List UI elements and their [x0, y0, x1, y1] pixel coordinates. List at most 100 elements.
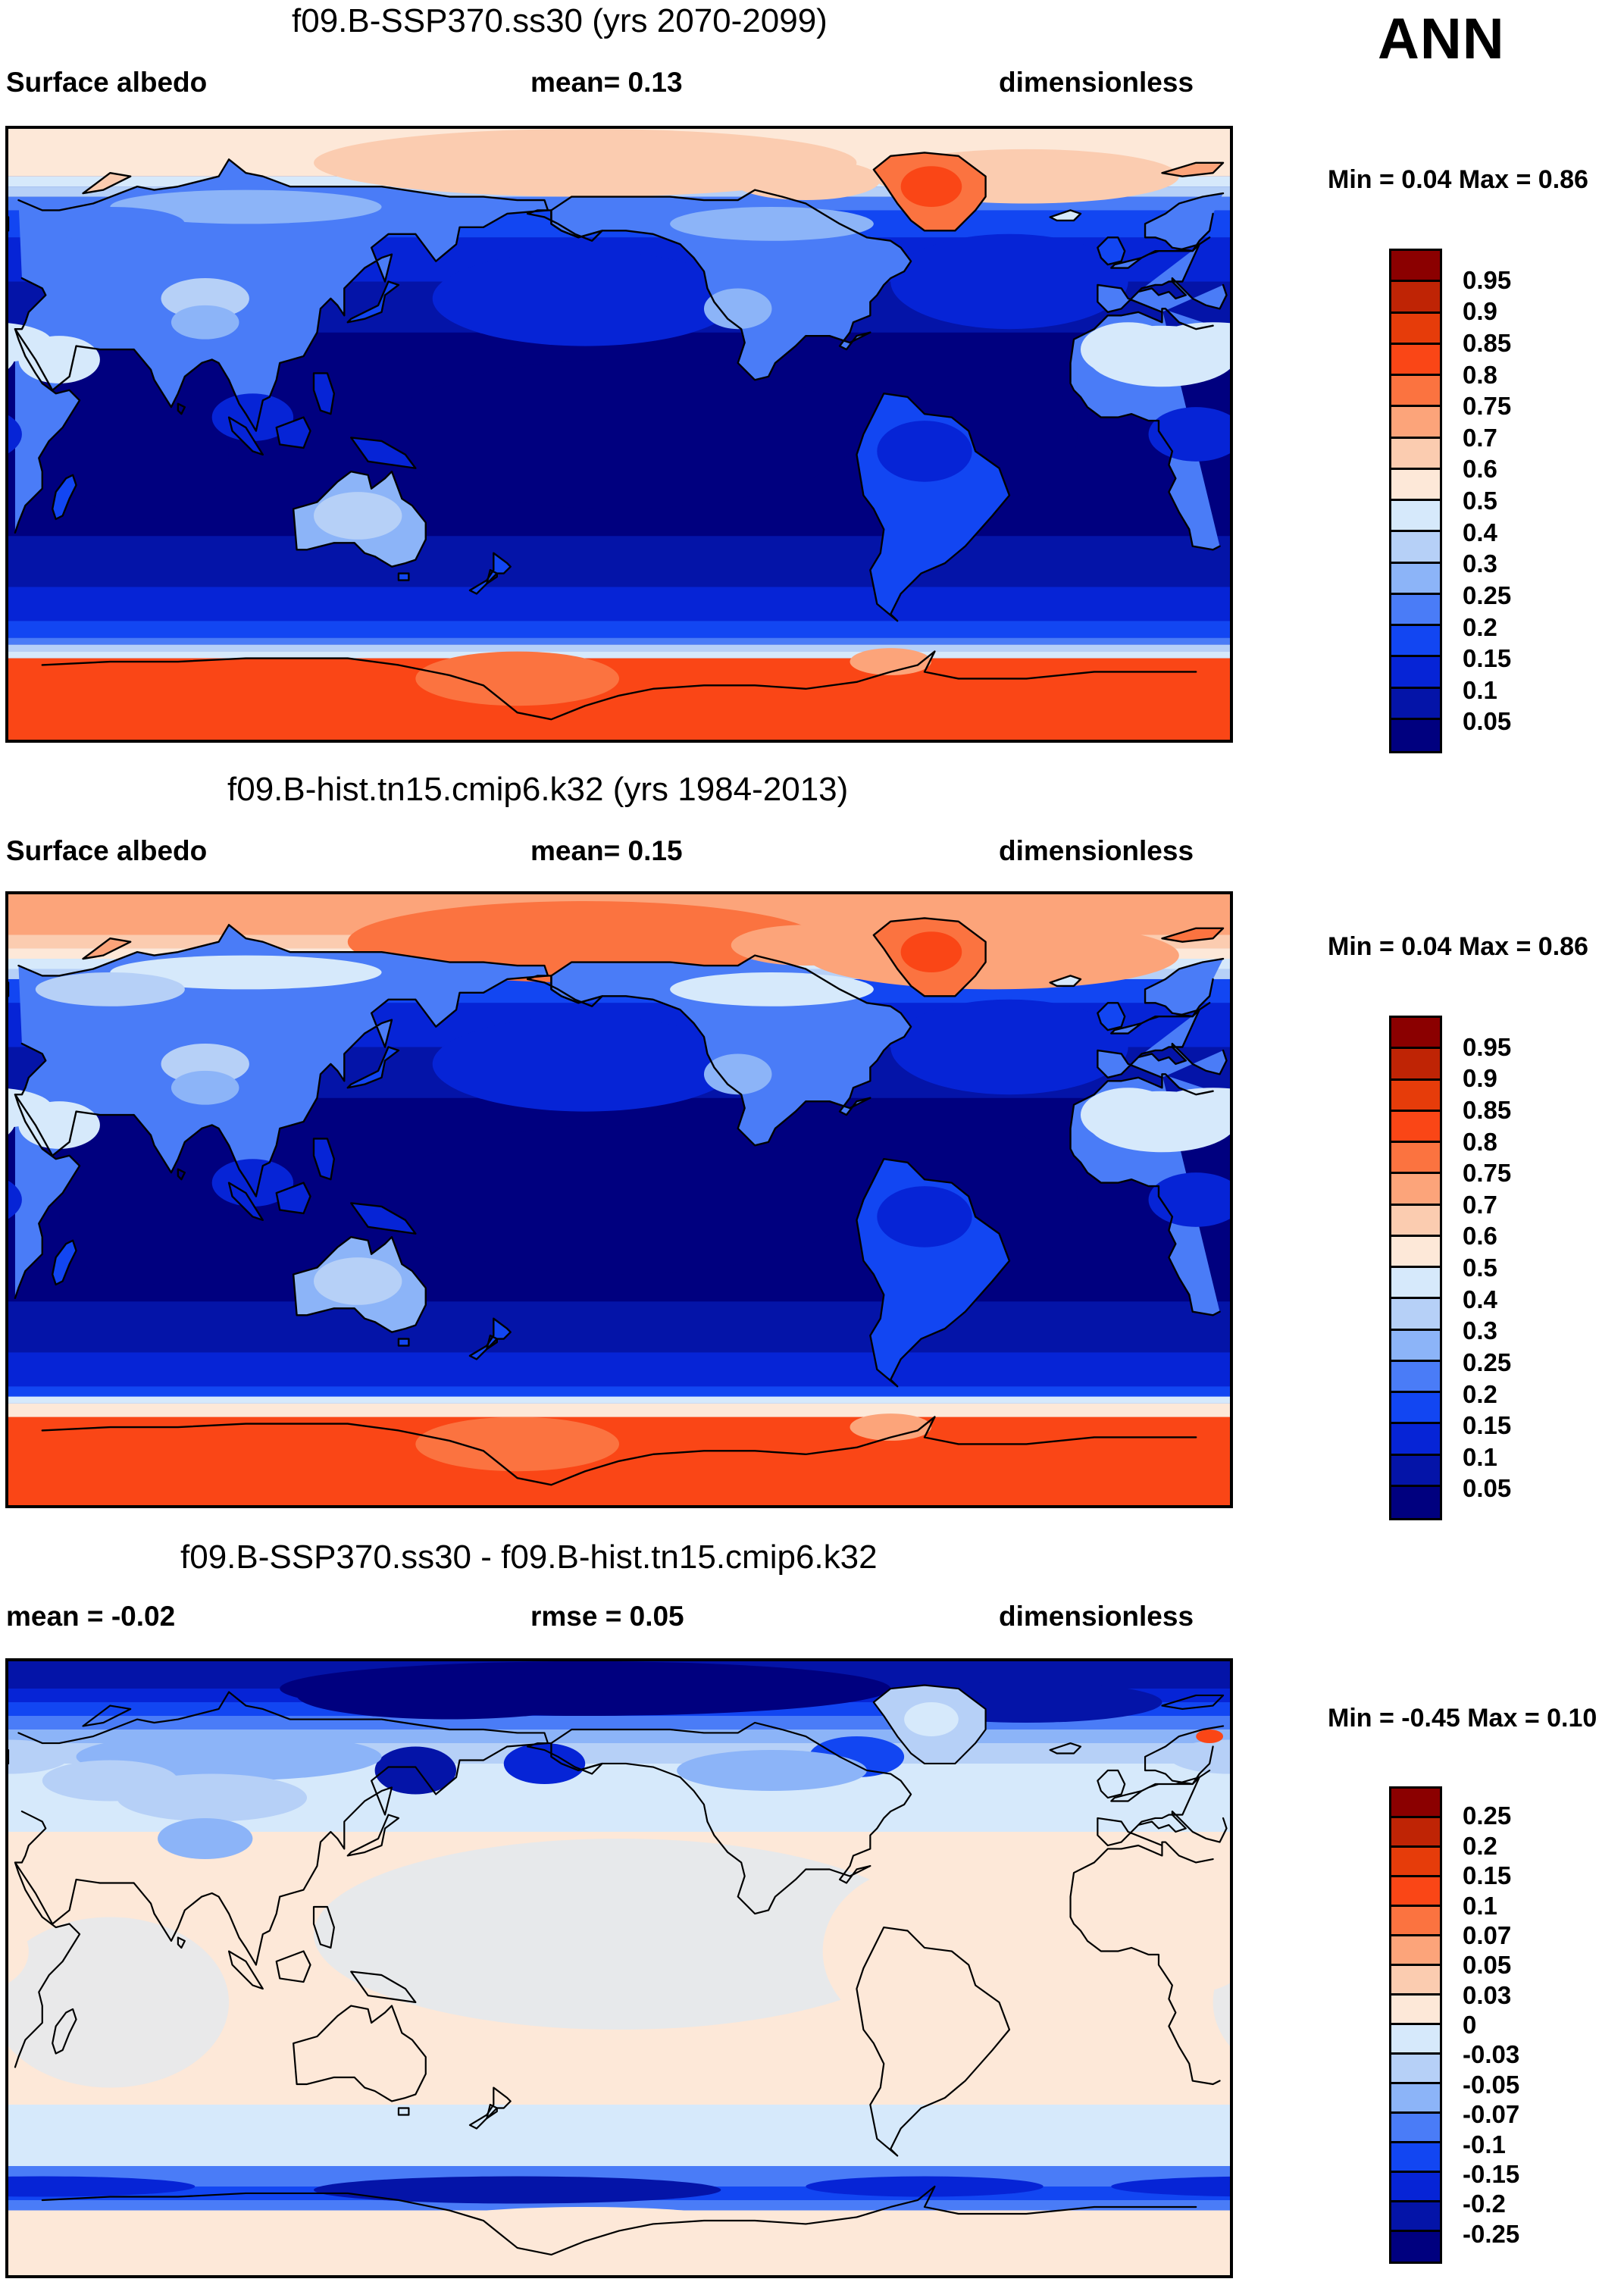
colorbar-tick-label: 0.1 [1463, 675, 1497, 704]
colorbar-tick-label: 0.95 [1463, 1032, 1512, 1061]
panel-1-right-label: dimensionless [999, 67, 1194, 98]
colorbar-tick-label: 0.2 [1463, 1379, 1497, 1408]
colorbar-cell [1391, 719, 1440, 751]
panel-1-title: f09.B-SSP370.ss30 (yrs 2070-2099) [292, 2, 828, 39]
panel-2-left-label: Surface albedo [6, 835, 208, 866]
colorbar-tick-label: 0.1 [1463, 1442, 1497, 1471]
panel-1-minmax: Min = 0.04 Max = 0.86 [1328, 165, 1588, 194]
map-panel-3[interactable] [5, 1658, 1233, 2278]
panel-1-center-label: mean= 0.13 [530, 67, 683, 98]
colorbar-cell [1391, 2084, 1440, 2114]
colorbar-cell [1391, 1080, 1440, 1112]
panel-2-right-label: dimensionless [999, 835, 1194, 866]
panel-1-left-label: Surface albedo [6, 67, 208, 98]
colorbar-cell [1391, 1877, 1440, 1907]
colorbar-cell [1391, 376, 1440, 408]
colorbar-cell [1391, 2202, 1440, 2232]
colorbar-cell [1391, 469, 1440, 501]
colorbar-cell [1391, 2143, 1440, 2173]
colorbar-tick-label: 0.8 [1463, 1127, 1497, 1156]
colorbar-tick-label: 0.6 [1463, 1222, 1497, 1251]
colorbar-cell [1391, 1996, 1440, 2025]
colorbar-tick-label: 0.7 [1463, 423, 1497, 452]
colorbar-cell [1391, 1236, 1440, 1268]
colorbar-tick-label: 0.07 [1463, 1920, 1512, 1949]
colorbar-tick-label: 0.15 [1463, 1861, 1512, 1890]
panel-3-center-label: rmse = 0.05 [530, 1601, 684, 1632]
colorbar-cell [1391, 1393, 1440, 1425]
colorbar-tick-label: -0.03 [1463, 2040, 1520, 2069]
colorbar-cell [1391, 1486, 1440, 1518]
panel-2-minmax: Min = 0.04 Max = 0.86 [1328, 932, 1588, 961]
colorbar-tick-label: 0.6 [1463, 455, 1497, 484]
colorbar-cell [1391, 1455, 1440, 1487]
panel-3-minmax: Min = -0.45 Max = 0.10 [1328, 1704, 1597, 1733]
colorbar-tick-label: 0.9 [1463, 297, 1497, 326]
colorbar-cell [1391, 1936, 1440, 1966]
colorbar-cell [1391, 1299, 1440, 1331]
colorbar-labels-panel-2: 0.95 0.9 0.85 0.8 0.75 0.7 0.6 0.5 0.4 0.3 0.25 0.2… [1463, 1016, 1614, 1520]
colorbar-panel-1 [1389, 249, 1442, 753]
colorbar-tick-label: 0.2 [1463, 1831, 1497, 1860]
colorbar-cell [1391, 1018, 1440, 1050]
colorbar-cell [1391, 688, 1440, 720]
colorbar-labels-panel-1: 0.95 0.9 0.85 0.8 0.75 0.7 0.6 0.5 0.4 0.3 0.25 0.2… [1463, 249, 1614, 753]
map-panel-2[interactable] [5, 891, 1233, 1508]
colorbar-panel-2 [1389, 1016, 1442, 1520]
colorbar-tick-label: 0.05 [1463, 707, 1512, 736]
colorbar-panel-3 [1389, 1786, 1442, 2264]
colorbar-cell [1391, 1424, 1440, 1456]
colorbar-tick-label: 0.25 [1463, 1801, 1512, 1830]
colorbar-cell [1391, 2114, 1440, 2143]
colorbar-tick-label: 0.9 [1463, 1064, 1497, 1093]
colorbar-labels-panel-3: 0.25 0.2 0.15 0.1 0.07 0.05 0.03 0 -0.03 -0.05 -0.… [1463, 1786, 1614, 2264]
colorbar-cell [1391, 1789, 1440, 1818]
colorbar-tick-label: 0.85 [1463, 328, 1512, 357]
colorbar-cell [1391, 1174, 1440, 1206]
colorbar-tick-label: 0.85 [1463, 1095, 1512, 1124]
colorbar-tick-label: 0.2 [1463, 612, 1497, 641]
colorbar-cell [1391, 594, 1440, 626]
season-label: ANN [1378, 7, 1505, 71]
colorbar-cell [1391, 344, 1440, 376]
colorbar-tick-label: 0.4 [1463, 1285, 1497, 1313]
colorbar-cell [1391, 313, 1440, 345]
colorbar-tick-label: 0.15 [1463, 644, 1512, 673]
colorbar-tick-label: -0.2 [1463, 2190, 1506, 2218]
colorbar-cell [1391, 2025, 1440, 2055]
colorbar-cell [1391, 563, 1440, 595]
colorbar-tick-label: 0.7 [1463, 1190, 1497, 1219]
colorbar-cell [1391, 626, 1440, 658]
panel-3-left-label: mean = -0.02 [6, 1601, 176, 1632]
colorbar-cell [1391, 1818, 1440, 1848]
colorbar-tick-label: 0.25 [1463, 581, 1512, 609]
colorbar-tick-label: 0.5 [1463, 1254, 1497, 1282]
colorbar-cell [1391, 407, 1440, 439]
colorbar-cell [1391, 2232, 1440, 2262]
colorbar-tick-label: -0.25 [1463, 2219, 1520, 2248]
colorbar-tick-label: 0.15 [1463, 1411, 1512, 1440]
panel-3-right-label: dimensionless [999, 1601, 1194, 1632]
colorbar-cell [1391, 1205, 1440, 1237]
colorbar-cell [1391, 1268, 1440, 1300]
colorbar-tick-label: -0.07 [1463, 2100, 1520, 2129]
colorbar-tick-label: -0.1 [1463, 2130, 1506, 2158]
colorbar-cell [1391, 251, 1440, 283]
colorbar-tick-label: 0.25 [1463, 1348, 1512, 1376]
colorbar-cell [1391, 1966, 1440, 1996]
panel-2-center-label: mean= 0.15 [530, 835, 683, 866]
colorbar-tick-label: 0.05 [1463, 1474, 1512, 1503]
colorbar-tick-label: -0.05 [1463, 2070, 1520, 2099]
colorbar-tick-label: 0.4 [1463, 518, 1497, 546]
colorbar-tick-label: 0.05 [1463, 1951, 1512, 1980]
colorbar-cell [1391, 2055, 1440, 2084]
panel-3-title: f09.B-SSP370.ss30 - f09.B-hist.tn15.cmip… [180, 1539, 878, 1576]
colorbar-tick-label: 0.03 [1463, 1980, 1512, 2009]
colorbar-cell [1391, 532, 1440, 564]
colorbar-tick-label: 0.3 [1463, 549, 1497, 578]
panel-2-title: f09.B-hist.tn15.cmip6.k32 (yrs 1984-2013… [227, 771, 849, 808]
colorbar-cell [1391, 1330, 1440, 1362]
map-panel-1[interactable] [5, 126, 1233, 743]
colorbar-cell [1391, 1361, 1440, 1393]
colorbar-tick-label: 0 [1463, 2011, 1477, 2039]
